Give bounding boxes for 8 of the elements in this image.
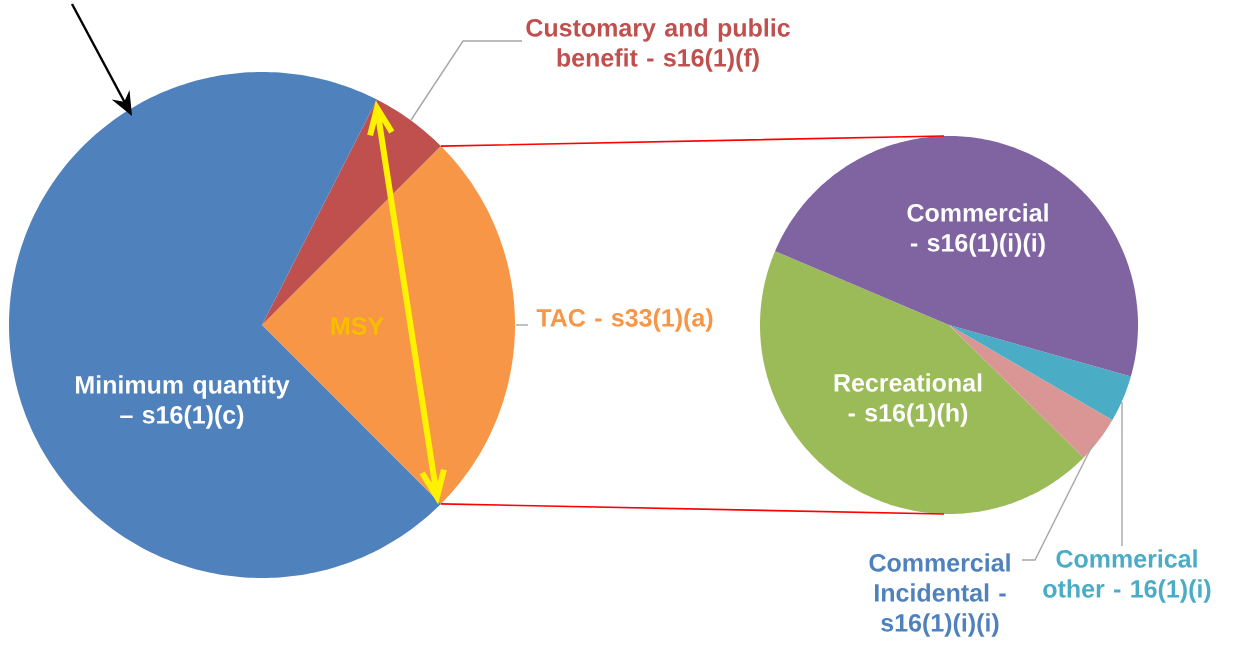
slice-label: Commercial Incidental - s16(1)(i)(i) — [869, 553, 1010, 637]
slice-label: TAC - s33(1)(a) — [536, 308, 713, 332]
text: MSY — [331, 317, 384, 335]
slice-label: Recreational - s16(1)(h) — [834, 373, 982, 427]
slice-label: Customary and public benefit - s16(1)(f) — [526, 18, 790, 72]
slice-label: Commercial - s16(1)(i)(i) — [907, 203, 1048, 257]
slice-label: Commerical other - 16(1)(i) — [1043, 549, 1211, 603]
slice-label: Minimum quantity – s16(1)(c) — [76, 375, 290, 429]
